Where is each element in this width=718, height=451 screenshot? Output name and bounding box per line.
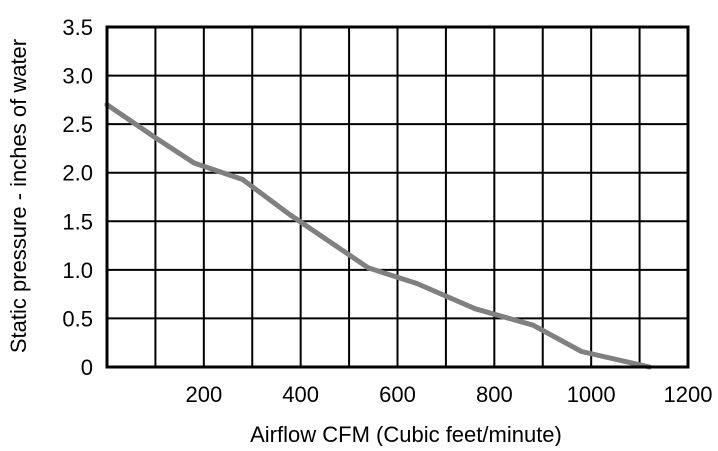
data-point — [578, 348, 584, 354]
plot-frame — [105, 25, 690, 369]
data-point — [365, 265, 371, 271]
y-tick-label: 2.5 — [62, 112, 93, 137]
x-tick-label: 800 — [476, 382, 513, 407]
x-tick-label: 400 — [282, 382, 319, 407]
data-point — [240, 177, 246, 183]
data-point — [152, 135, 158, 141]
series-layer — [104, 102, 652, 370]
data-point — [288, 212, 294, 218]
x-axis-ticks: 200 400 600 800 1000 1200 — [185, 382, 712, 407]
data-point — [472, 306, 478, 312]
x-tick-label: 1000 — [567, 382, 616, 407]
y-axis-ticks: 0 0.5 1.0 1.5 2.0 2.5 3.0 3.5 — [62, 15, 93, 380]
y-axis-label: Static pressure - inches of water — [6, 39, 31, 353]
y-tick-label: 0 — [81, 355, 93, 380]
series-line — [104, 102, 652, 370]
y-tick-label: 0.5 — [62, 306, 93, 331]
x-axis-label: Airflow CFM (Cubic feet/minute) — [250, 422, 562, 446]
x-tick-label: 200 — [185, 382, 222, 407]
y-tick-label: 1.0 — [62, 258, 93, 283]
y-tick-label: 2.0 — [62, 161, 93, 186]
data-point — [191, 160, 197, 166]
y-tick-label: 3.0 — [62, 64, 93, 89]
grid — [107, 27, 688, 367]
y-tick-label: 1.5 — [62, 209, 93, 234]
x-tick-label: 600 — [379, 382, 416, 407]
data-point — [530, 322, 536, 328]
data-point — [414, 280, 420, 286]
y-tick-label: 3.5 — [62, 15, 93, 40]
x-tick-label: 1200 — [664, 382, 713, 407]
plot-border — [105, 25, 690, 369]
